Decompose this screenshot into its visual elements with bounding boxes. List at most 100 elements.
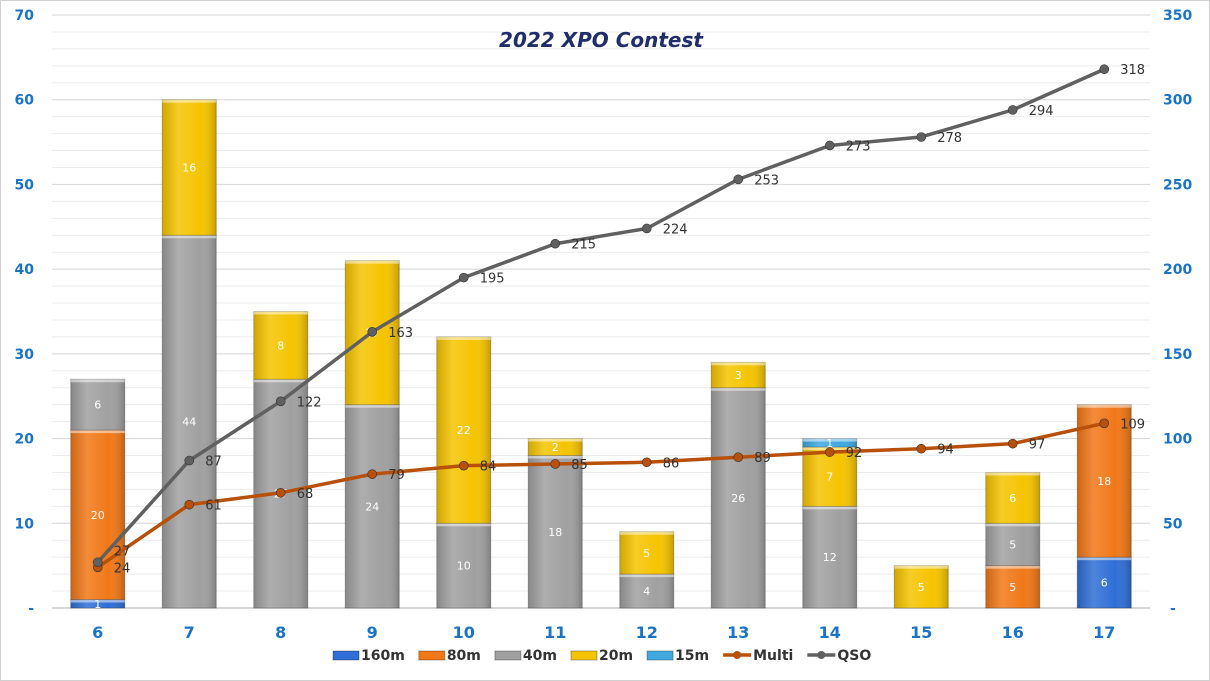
bar-highlight	[253, 311, 308, 315]
point-Multi	[367, 469, 378, 479]
bar-shade	[70, 599, 125, 608]
line-data-label: 27	[114, 544, 131, 559]
bar-shade	[1077, 557, 1132, 608]
bar-segment-40m: 12	[802, 505, 858, 609]
point-QSO	[458, 272, 469, 283]
bar-highlight	[802, 506, 857, 510]
bar-highlight	[1077, 557, 1132, 561]
bar-segment-20m: 3	[710, 361, 766, 389]
line-data-label: 94	[937, 443, 954, 458]
bar-data-label: 22	[457, 424, 471, 437]
bar-data-label: 4	[643, 585, 650, 598]
legend-label: 15m	[675, 648, 709, 664]
point-QSO	[275, 396, 286, 407]
point-Multi	[550, 459, 561, 469]
left-axis-tick-label: 30	[15, 347, 35, 363]
legend-item-80m: 80m	[418, 648, 481, 664]
bar-highlight	[619, 531, 674, 535]
bar-highlight	[619, 574, 674, 578]
bar-shade	[619, 574, 674, 608]
line-data-label: 318	[1120, 63, 1145, 78]
bar-data-label: 5	[918, 581, 925, 594]
bar-highlight	[70, 379, 125, 383]
point-QSO	[1099, 64, 1110, 75]
right-axis-tick-label: 100	[1163, 432, 1192, 448]
left-axis-tick-label: 40	[15, 262, 35, 278]
x-axis-tick-label: 9	[367, 623, 378, 642]
bar-highlight	[436, 523, 491, 527]
bar-highlight	[436, 336, 491, 340]
bar-highlight	[345, 404, 400, 408]
bar-highlight	[162, 99, 217, 103]
legend-item-15m: 15m	[646, 648, 709, 664]
point-Multi	[1007, 438, 1018, 449]
legend-swatch	[570, 650, 598, 661]
line-data-label: 79	[388, 468, 405, 483]
bar-segment-20m: 16	[161, 99, 217, 236]
bar-data-label: 6	[1101, 577, 1108, 590]
line-data-label: 294	[1029, 104, 1054, 119]
point-QSO	[733, 174, 744, 185]
line-Multi	[96, 421, 1105, 569]
bar-shade	[162, 235, 217, 608]
point-QSO	[184, 455, 195, 466]
point-QSO	[1007, 105, 1018, 115]
bar-data-label: 16	[182, 161, 196, 174]
bar-shade	[345, 404, 400, 608]
bar-data-label: 5	[1009, 538, 1016, 551]
bar-data-label: 1	[94, 598, 101, 611]
bar-segment-40m: 18	[527, 455, 583, 609]
bar-data-label: 24	[365, 500, 379, 513]
legend-label: 20m	[599, 648, 633, 664]
bar-shade	[802, 506, 857, 608]
bar-data-label: 1	[826, 437, 833, 450]
x-axis-tick-label: 12	[636, 623, 658, 642]
bar-segment-20m: 6	[985, 471, 1041, 524]
legend-label: QSO	[837, 648, 871, 664]
bar-segment-20m: 8	[253, 311, 309, 380]
bar-shade	[528, 438, 583, 456]
legend-swatch	[418, 650, 446, 661]
bar-shade	[1077, 404, 1132, 558]
right-axis-tick-label: 350	[1163, 8, 1192, 24]
x-axis-tick-label: 14	[819, 623, 841, 642]
bar-data-label: 7	[826, 471, 833, 484]
bar-data-label: 18	[1097, 475, 1111, 488]
bar-segment-40m: 6	[70, 378, 126, 431]
legend-item-160m: 160m	[332, 648, 405, 664]
bar-data-label: 10	[457, 560, 471, 573]
legend-label: 40m	[523, 648, 557, 664]
x-axis-tick-label: 13	[727, 623, 749, 642]
left-axis-tick-label: 60	[15, 93, 35, 109]
bar-shade	[253, 311, 308, 380]
bar-shade	[436, 336, 491, 524]
bar-shade	[985, 565, 1040, 608]
line-data-label: 87	[205, 455, 222, 470]
line-data-label: 224	[663, 222, 688, 237]
x-axis-tick-label: 6	[92, 623, 103, 642]
bar-highlight	[985, 472, 1040, 476]
bar-segment-20m: 22	[436, 336, 492, 524]
x-axis-tick-label: 16	[1002, 623, 1024, 642]
x-axis-tick-label: 8	[275, 623, 286, 642]
bar-segment-40m: 44	[161, 234, 217, 609]
legend-item-Multi: Multi	[723, 648, 793, 664]
bar-segment-40m: 4	[619, 573, 675, 609]
legend-swatch	[332, 650, 360, 661]
bar-highlight	[802, 438, 857, 442]
bar-highlight	[70, 599, 125, 603]
bar-data-label: 8	[277, 339, 284, 352]
bar-shade	[802, 447, 857, 507]
bar-segment-20m: 7	[802, 446, 858, 507]
line-data-label: 97	[1029, 438, 1046, 453]
bar-data-label: 2	[552, 441, 559, 454]
left-axis-tick-label: 70	[15, 8, 35, 24]
line-data-label: 215	[571, 238, 596, 253]
bar-highlight	[894, 565, 949, 569]
bar-highlight	[711, 362, 766, 366]
point-Multi	[458, 460, 469, 471]
bar-highlight	[711, 387, 766, 391]
legend-marker	[733, 651, 742, 659]
chart-title: 2022 XPO Contest	[499, 28, 704, 52]
bar-shade	[162, 99, 217, 236]
